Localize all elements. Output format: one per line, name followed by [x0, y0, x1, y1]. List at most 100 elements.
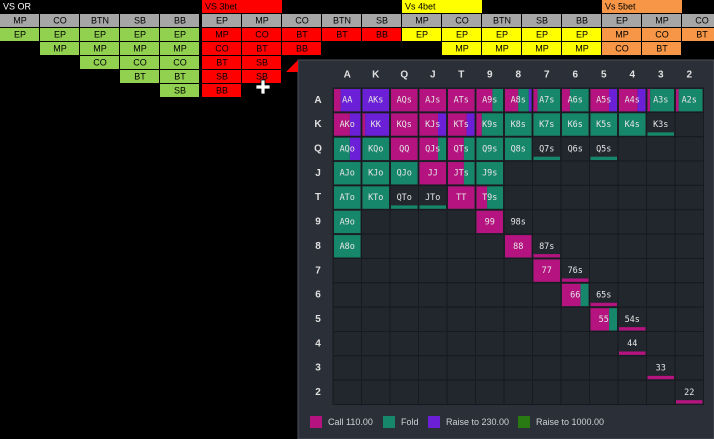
spot-cell[interactable] [642, 28, 681, 41]
position-header[interactable] [602, 14, 641, 27]
hand-label: 87s [539, 242, 554, 252]
matrix-cell [617, 257, 647, 284]
spot-cell[interactable] [522, 28, 561, 41]
position-header-label: BTN [91, 15, 109, 25]
position-header[interactable] [322, 14, 361, 27]
action-segment [391, 137, 418, 161]
spot-cell[interactable] [160, 42, 199, 55]
spot-cell[interactable] [160, 56, 199, 69]
position-header[interactable] [80, 14, 119, 27]
position-header[interactable] [0, 14, 39, 27]
spot-cell[interactable] [202, 84, 241, 97]
spot-cell[interactable] [242, 56, 281, 69]
spot-cell[interactable] [40, 28, 79, 41]
matrix-cell [617, 233, 647, 259]
spot-cell[interactable] [80, 56, 119, 69]
spot-cell[interactable] [282, 28, 321, 41]
spot-cell[interactable] [602, 42, 641, 55]
matrix-cell [589, 379, 619, 406]
spot-cell[interactable] [80, 42, 119, 55]
action-segment [419, 113, 439, 136]
spot-cell[interactable] [160, 84, 199, 97]
spot-cell[interactable] [482, 42, 521, 55]
action-segment [362, 186, 389, 209]
position-header[interactable] [160, 14, 199, 27]
spot-cell[interactable] [322, 28, 361, 41]
spot-cell[interactable] [242, 28, 281, 41]
spot-cell[interactable] [522, 42, 561, 55]
spot-cell[interactable] [202, 70, 241, 83]
column-rank: 3 [658, 70, 664, 81]
position-header[interactable] [522, 14, 561, 27]
spot-cell[interactable] [202, 28, 241, 41]
panel-pointer [286, 60, 298, 72]
hand-label: QJo [397, 169, 412, 179]
spot-cell[interactable] [362, 28, 401, 41]
spot-cell[interactable] [562, 42, 601, 55]
spot-cell[interactable] [160, 70, 199, 83]
spot-cell[interactable] [442, 28, 481, 41]
spot-cell[interactable] [402, 28, 441, 41]
position-header[interactable] [482, 14, 521, 27]
spot-cell[interactable] [642, 42, 681, 55]
position-header-label: CO [295, 15, 309, 25]
hand-label: AJs [425, 96, 440, 106]
hand-label: KTs [454, 120, 469, 130]
position-header[interactable] [40, 14, 79, 27]
hand-label: 55 [599, 315, 609, 325]
spot-cell[interactable] [242, 42, 281, 55]
position-header[interactable] [362, 14, 401, 27]
spot-cell[interactable] [682, 28, 714, 41]
spot-cell[interactable] [40, 42, 79, 55]
spot-cell[interactable] [442, 42, 481, 55]
hand-label: K8s [511, 120, 526, 130]
matrix-cell [617, 209, 647, 235]
spot-cell[interactable] [482, 28, 521, 41]
spot-cell[interactable] [120, 56, 159, 69]
spot-cell[interactable] [602, 28, 641, 41]
spot-cell[interactable] [242, 70, 281, 83]
matrix-cell [389, 257, 419, 284]
matrix-cell [646, 379, 676, 406]
hand-label: Q8s [511, 144, 526, 154]
matrix-cell [332, 379, 362, 406]
position-header[interactable] [682, 14, 714, 27]
action-segment [676, 400, 703, 404]
column-rank: 9 [487, 70, 493, 81]
matrix-cell [503, 379, 533, 406]
position-header[interactable] [282, 14, 321, 27]
spot-cell[interactable] [282, 42, 321, 55]
navigation: VS OR MP CO BTN SB BB EP EP EP EP EP MP MP MP MP CO CO CO… [0, 0, 714, 97]
matrix-cell [646, 282, 676, 308]
matrix-cell [446, 209, 476, 235]
action-segment [505, 89, 519, 112]
spot-cell[interactable] [0, 28, 39, 41]
spot-cell[interactable] [202, 42, 241, 55]
position-header[interactable] [202, 14, 241, 27]
spot-label: CO [173, 57, 187, 67]
matrix-cell [332, 331, 362, 357]
spot-cell[interactable] [202, 56, 241, 69]
position-header-label: EP [616, 15, 628, 25]
spot-cell[interactable] [160, 28, 199, 41]
spot-cell[interactable] [562, 28, 601, 41]
spot-cell[interactable] [120, 28, 159, 41]
position-header[interactable] [242, 14, 281, 27]
position-header[interactable] [120, 14, 159, 27]
spot-cell[interactable] [120, 42, 159, 55]
position-header[interactable] [642, 14, 681, 27]
spot-cell[interactable] [80, 28, 119, 41]
position-header[interactable] [402, 14, 441, 27]
action-segment [590, 89, 610, 112]
hand-label: JTs [454, 169, 469, 179]
spot-cell[interactable] [120, 70, 159, 83]
position-header[interactable] [562, 14, 601, 27]
matrix-cell [560, 233, 590, 259]
column-rank: 2 [686, 70, 692, 81]
column-rank: T [458, 70, 464, 81]
matrix-cell [389, 331, 419, 357]
hand-label: J9s [482, 169, 497, 179]
position-header[interactable] [442, 14, 481, 27]
action-segment [562, 278, 589, 282]
matrix-cell [475, 233, 505, 259]
